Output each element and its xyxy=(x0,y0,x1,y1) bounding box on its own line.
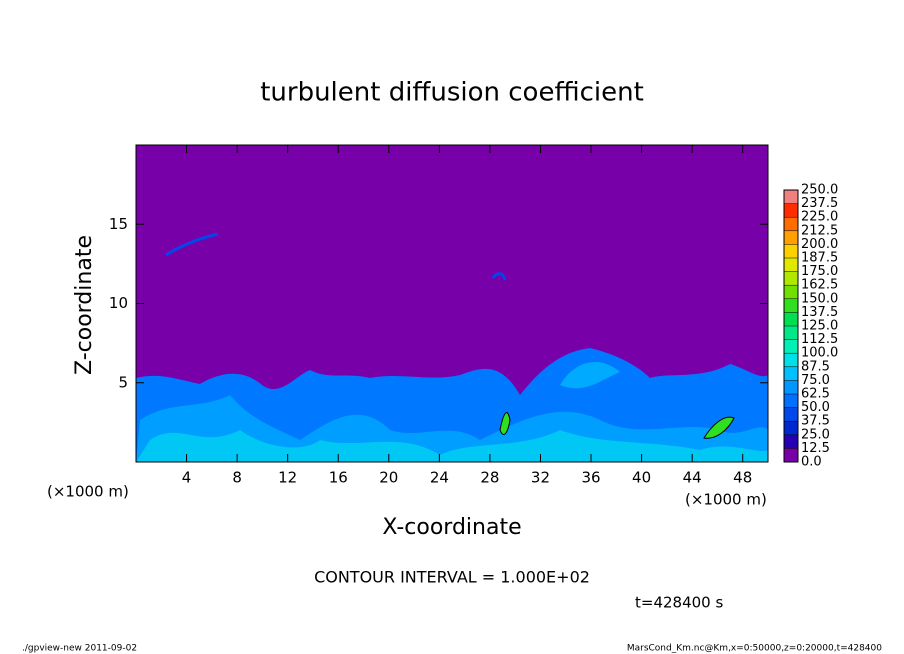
x-tick-label: 24 xyxy=(430,469,449,487)
turbulent-streaks xyxy=(703,416,735,439)
footer-right: MarsCond_Km.nc@Km,x=0:50000,z=0:20000,t=… xyxy=(627,644,882,654)
turbulent-streaks xyxy=(499,412,511,435)
y-tick-label: 15 xyxy=(109,215,128,233)
colorbar-bin xyxy=(784,339,798,354)
x-tick-label: 8 xyxy=(232,469,242,487)
colorbar-label: 75.0 xyxy=(801,373,830,388)
x-tick-label: 16 xyxy=(329,469,348,487)
colorbar-bin xyxy=(784,353,798,367)
x-tick-label: 48 xyxy=(733,469,752,487)
x-tick-label: 4 xyxy=(182,469,192,487)
time-label: t=428400 s xyxy=(635,594,723,612)
x-axis-label: X-coordinate xyxy=(382,515,521,540)
contour-interval: CONTOUR INTERVAL = 1.000E+02 xyxy=(314,568,590,587)
colorbar-bin xyxy=(784,298,798,313)
colorbar-bin xyxy=(784,448,798,462)
colorbar-label: 250.0 xyxy=(801,183,838,198)
colorbar-label: 112.5 xyxy=(801,332,838,347)
colorbar-label: 150.0 xyxy=(801,291,838,306)
colorbar-bin xyxy=(784,190,798,204)
colorbar-bin xyxy=(784,326,798,340)
x-tick-label: 44 xyxy=(683,469,702,487)
colorbar-label: 12.5 xyxy=(801,441,830,456)
colorbar-label: 50.0 xyxy=(801,400,830,415)
colorbar-bin xyxy=(784,394,798,408)
colorbar-bin xyxy=(784,217,798,231)
colorbar-label: 62.5 xyxy=(801,387,830,402)
x-tick-label: 12 xyxy=(278,469,297,487)
x-tick-label: 36 xyxy=(581,469,600,487)
turbulent-streaks xyxy=(165,232,219,257)
colorbar-label: 0.0 xyxy=(801,455,822,470)
x-tick-label: 40 xyxy=(632,469,651,487)
colorbar-bin xyxy=(784,230,798,245)
colorbar-bin xyxy=(784,380,798,394)
colorbar-label: 87.5 xyxy=(801,359,830,374)
colorbar-bin xyxy=(784,203,798,218)
colorbar-bin xyxy=(784,271,798,286)
colorbar-label: 237.5 xyxy=(801,196,838,211)
turbulent-streaks xyxy=(560,362,620,389)
colorbar-bin xyxy=(784,366,798,381)
y-tick-label: 10 xyxy=(109,294,128,312)
colorbar-label: 25.0 xyxy=(801,427,830,442)
chart-title: turbulent diffusion coefficient xyxy=(260,78,644,108)
colorbar-bin xyxy=(784,421,798,435)
colorbar-label: 37.5 xyxy=(801,414,830,429)
colorbar-label: 125.0 xyxy=(801,319,838,334)
colorbar-bin xyxy=(784,244,798,258)
colorbar-label: 100.0 xyxy=(801,346,838,361)
colorbar-label: 175.0 xyxy=(801,264,838,279)
colorbar-label: 200.0 xyxy=(801,237,838,252)
field xyxy=(136,232,768,462)
colorbar-label: 137.5 xyxy=(801,305,838,320)
footer-left: ./gpview-new 2011-09-02 xyxy=(22,644,137,654)
turbulent-streaks xyxy=(136,430,768,462)
colorbar-label: 212.5 xyxy=(801,223,838,238)
x-tick-label: 32 xyxy=(531,469,550,487)
x-unit-label: (×1000 m) xyxy=(685,491,767,509)
colorbar-bin xyxy=(784,258,798,272)
x-tick-label: 20 xyxy=(379,469,398,487)
turbulent-streaks xyxy=(491,272,507,281)
x-unit-label: (×1000 m) xyxy=(47,483,129,501)
colorbar-bin xyxy=(784,285,798,299)
y-axis-label: Z-coordinate xyxy=(72,235,97,375)
colorbar-label: 187.5 xyxy=(801,251,838,266)
colorbar-label: 162.5 xyxy=(801,278,838,293)
colorbar-bin xyxy=(784,407,798,422)
colorbar-bin xyxy=(784,312,798,326)
y-tick-label: 5 xyxy=(118,373,128,391)
x-tick-label: 28 xyxy=(480,469,499,487)
colorbar-label: 225.0 xyxy=(801,210,838,225)
colorbar-bin xyxy=(784,434,798,449)
